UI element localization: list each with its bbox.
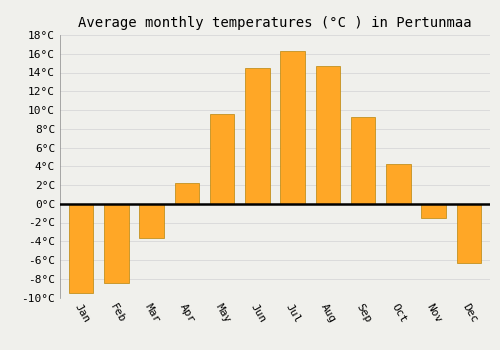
Bar xyxy=(210,114,234,204)
Bar xyxy=(280,51,305,204)
Bar xyxy=(104,204,128,284)
Bar xyxy=(351,117,376,204)
Bar xyxy=(422,204,446,218)
Bar xyxy=(456,204,481,263)
Bar xyxy=(69,204,94,293)
Bar xyxy=(386,164,410,204)
Bar xyxy=(174,183,199,204)
Bar xyxy=(140,204,164,238)
Bar xyxy=(245,68,270,204)
Title: Average monthly temperatures (°C ) in Pertunmaa: Average monthly temperatures (°C ) in Pe… xyxy=(78,16,472,30)
Bar xyxy=(316,66,340,204)
